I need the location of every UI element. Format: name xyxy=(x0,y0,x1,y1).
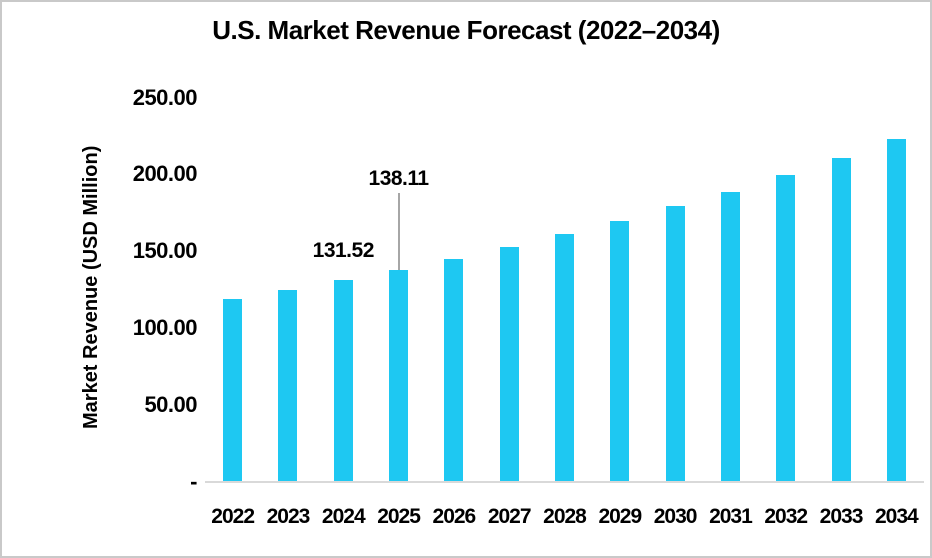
x-tick-label: 2027 xyxy=(487,505,532,528)
data-label-2024: 131.52 xyxy=(312,238,375,262)
x-tick-label: 2022 xyxy=(211,505,255,528)
y-tick-label: 100.00 xyxy=(132,315,198,341)
bar-2026 xyxy=(444,258,464,481)
chart-title: U.S. Market Revenue Forecast (2022–2034) xyxy=(212,15,720,45)
x-tick-label: 2032 xyxy=(764,505,808,528)
x-tick-label: 2023 xyxy=(266,505,311,528)
bar-2024 xyxy=(333,279,353,481)
x-tick-label: 2030 xyxy=(653,505,698,528)
bar-2022 xyxy=(223,298,243,481)
x-tick-label: 2034 xyxy=(874,505,919,528)
x-tick-label: 2033 xyxy=(819,505,864,528)
bar-2032 xyxy=(776,175,796,481)
bar-2025 xyxy=(389,269,409,481)
bar-2027 xyxy=(499,247,519,481)
y-tick-label: - xyxy=(190,469,197,494)
bar-2029 xyxy=(610,220,630,481)
x-tick-label: 2028 xyxy=(543,505,587,528)
bar-2028 xyxy=(555,233,574,481)
leader-line xyxy=(397,192,400,270)
y-tick-label: 50.00 xyxy=(144,392,197,418)
x-tick-label: 2031 xyxy=(709,505,753,528)
data-label-2025: 138.11 xyxy=(368,166,430,190)
bar-2030 xyxy=(665,205,685,481)
x-tick-label: 2026 xyxy=(432,505,477,528)
bar-2033 xyxy=(831,158,851,481)
x-tick-label: 2025 xyxy=(377,505,421,528)
x-tick-label: 2024 xyxy=(321,505,366,528)
x-tick-label: 2029 xyxy=(598,505,642,528)
bar-2023 xyxy=(278,289,298,481)
y-tick-label: 150.00 xyxy=(132,238,198,264)
bar-2031 xyxy=(720,192,740,481)
y-tick-label: 250.00 xyxy=(132,84,198,110)
y-tick-label: 200.00 xyxy=(132,161,198,187)
x-axis-line xyxy=(205,481,924,483)
bar-2034 xyxy=(886,139,906,481)
